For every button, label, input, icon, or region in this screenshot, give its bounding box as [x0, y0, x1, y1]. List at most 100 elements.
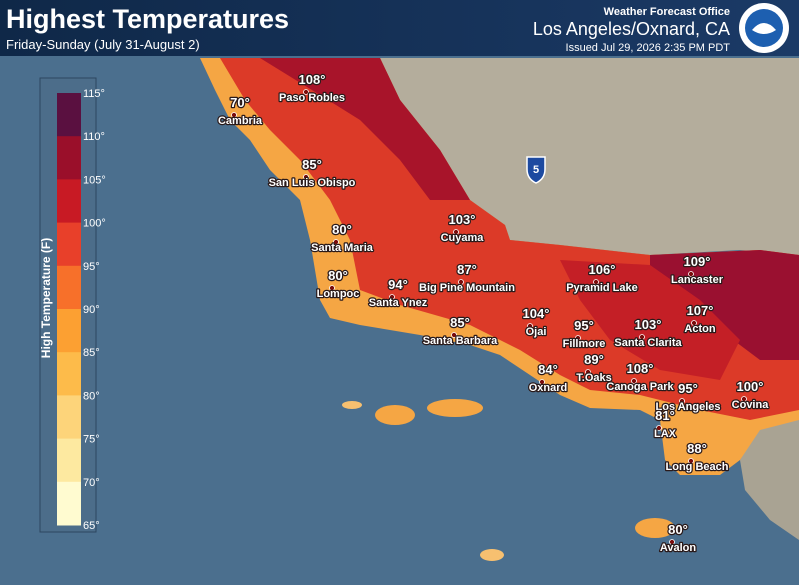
city-dot	[631, 378, 637, 384]
legend-label: High Temperature (F)	[39, 238, 53, 358]
legend-band	[57, 395, 81, 440]
city-dot	[458, 279, 464, 285]
city-temp: 81°	[655, 408, 675, 423]
legend-tick-label: 75°	[83, 434, 100, 446]
legend-tick-label: 95°	[83, 261, 100, 273]
city-temp: 80°	[668, 522, 688, 537]
city: 94° Santa Ynez	[368, 276, 429, 311]
city: 108° Paso Robles	[278, 71, 347, 106]
nws-logo	[739, 3, 789, 53]
city-temp: 103°	[449, 212, 476, 227]
legend-band	[57, 481, 81, 526]
city-temp: 84°	[538, 362, 558, 377]
island	[635, 518, 675, 538]
issued: Issued Jul 29, 2026 2:35 PM PDT	[566, 42, 731, 54]
city-name: Covina	[732, 399, 770, 411]
city-name: Lancaster	[671, 274, 724, 286]
city-name: LAX	[654, 428, 677, 440]
city-temp: 94°	[388, 277, 408, 292]
legend-tick-label: 70°	[83, 477, 100, 489]
city-temp: 109°	[684, 254, 711, 269]
city-dot	[329, 285, 335, 291]
office: Weather Forecast Office	[604, 6, 730, 18]
hot-zone	[560, 260, 740, 380]
city-dot	[585, 369, 591, 375]
city-name: Lompoc	[317, 288, 360, 300]
city-name: Santa Ynez	[369, 297, 428, 309]
city-temp: 103°	[635, 317, 662, 332]
city-dot	[303, 174, 309, 180]
city-dot	[593, 279, 599, 285]
city-dot	[303, 89, 309, 95]
city-dot	[688, 271, 694, 277]
city-temp: 108°	[299, 72, 326, 87]
city: 80° Avalon	[659, 521, 698, 556]
city-temp: 80°	[328, 268, 348, 283]
city-dot	[527, 323, 533, 329]
city-name: Avalon	[660, 542, 697, 554]
legend-tick-label: 90°	[83, 304, 100, 316]
city: 109° Lancaster	[670, 253, 725, 288]
city-dot	[669, 539, 675, 545]
city-temp: 107°	[687, 303, 714, 318]
city-name: Fillmore	[563, 338, 606, 350]
city: 108° Canoga Park	[605, 360, 676, 395]
city-temp: 87°	[457, 262, 477, 277]
legend-tick-label: 115°	[83, 88, 105, 100]
city-name: Los Angeles	[656, 401, 721, 413]
city: 85° Santa Barbara	[421, 314, 499, 349]
city: 103° Santa Clarita	[613, 316, 684, 351]
legend-tick-label: 105°	[83, 174, 106, 186]
city-temp: 70°	[230, 95, 250, 110]
inland-land	[740, 415, 799, 540]
city-name: Paso Robles	[279, 92, 345, 104]
island	[480, 549, 504, 561]
legend-tick-label: 85°	[83, 347, 100, 359]
city-name: Cuyama	[441, 232, 485, 244]
island	[375, 405, 415, 425]
city-dot	[639, 334, 645, 340]
city-temp: 108°	[627, 361, 654, 376]
city: 103° Cuyama	[439, 211, 485, 246]
city-temp: 89°	[584, 352, 604, 367]
legend-colorbar	[57, 93, 81, 526]
city-dot	[691, 320, 697, 326]
city-dot	[656, 425, 662, 431]
legend-band	[57, 438, 81, 483]
city-name: Pyramid Lake	[566, 282, 638, 294]
city-dot	[688, 458, 694, 464]
city-dot	[575, 335, 581, 341]
city: 80° Lompoc	[315, 267, 360, 302]
city-name: T.Oaks	[576, 372, 611, 384]
city-name: Ojai	[526, 326, 547, 338]
city: 95° Los Angeles	[654, 380, 722, 415]
city-dot	[389, 294, 395, 300]
city: 89° T.Oaks	[575, 351, 613, 386]
city-temp: 85°	[302, 157, 322, 172]
legend-band	[57, 136, 81, 180]
city-name: Big Pine Mountain	[419, 282, 515, 294]
hottest-zone	[650, 250, 799, 360]
city-temp: 80°	[332, 222, 352, 237]
city-name: Santa Clarita	[614, 337, 682, 349]
legend-band	[57, 179, 81, 224]
city: 95° Fillmore	[561, 317, 606, 352]
city-dot	[741, 396, 747, 402]
city-temp: 85°	[450, 315, 470, 330]
city: 80° Santa Maria	[310, 221, 375, 256]
city-dot	[679, 398, 685, 404]
city-name: Cambria	[218, 115, 263, 127]
city-temp: 106°	[589, 262, 616, 277]
city-name: Santa Maria	[311, 242, 374, 254]
hottest-zone	[260, 58, 470, 200]
city: 85° San Luis Obispo	[267, 156, 357, 191]
highway-number: 5	[533, 164, 539, 176]
city: 107° Acton	[683, 302, 717, 337]
city-name: Acton	[684, 323, 715, 335]
city-temp: 95°	[678, 381, 698, 396]
island	[342, 401, 362, 409]
header-bar	[0, 0, 799, 56]
legend-band	[57, 93, 81, 137]
city-name: Santa Barbara	[423, 335, 498, 347]
city-name: Canoga Park	[606, 381, 674, 393]
